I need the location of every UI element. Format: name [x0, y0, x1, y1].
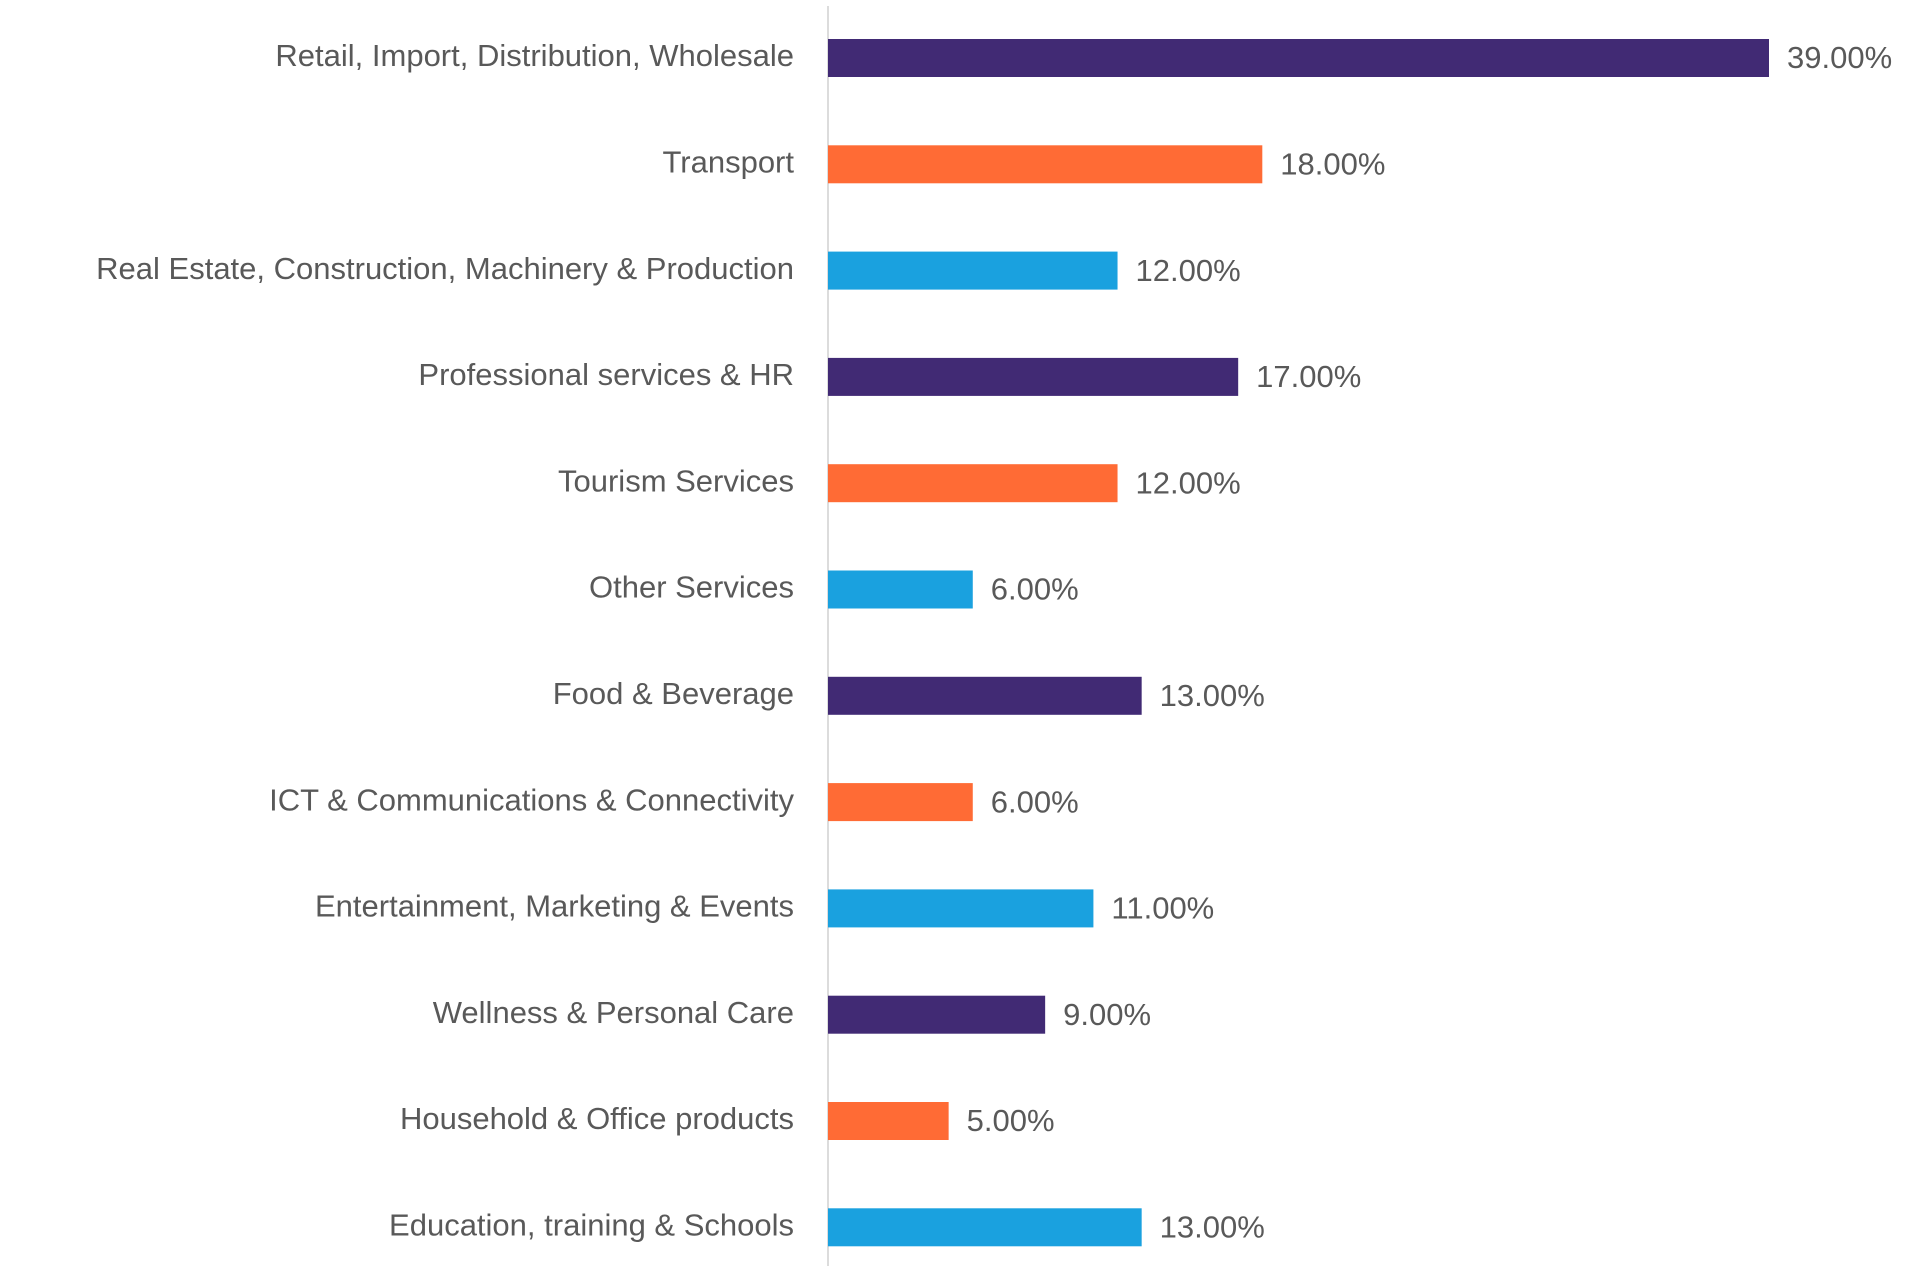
bar [828, 357, 1239, 396]
bar [828, 1208, 1142, 1247]
category-label: Household & Office products [400, 1101, 794, 1136]
value-label: 9.00% [1063, 997, 1151, 1032]
value-label: 13.00% [1160, 678, 1265, 713]
category-label: Wellness & Personal Care [433, 995, 794, 1030]
value-label: 11.00% [1111, 891, 1214, 926]
value-label: 18.00% [1280, 146, 1385, 181]
bar [828, 676, 1142, 715]
value-label: 17.00% [1256, 359, 1361, 394]
value-label: 6.00% [991, 784, 1079, 819]
category-label: Transport [662, 144, 794, 179]
value-label: 39.00% [1787, 40, 1892, 75]
bar [828, 1102, 949, 1140]
bar [828, 464, 1118, 503]
bar [828, 251, 1118, 290]
bar [828, 995, 1046, 1034]
category-label: Tourism Services [558, 463, 794, 498]
category-label: Professional services & HR [418, 357, 794, 392]
bar [828, 570, 973, 609]
category-label: ICT & Communications & Connectivity [269, 782, 794, 817]
value-label: 6.00% [991, 572, 1079, 607]
category-label: Retail, Import, Distribution, Wholesale [275, 38, 794, 73]
value-label: 13.00% [1160, 1209, 1265, 1244]
bar [828, 145, 1263, 184]
bar [828, 889, 1094, 928]
category-label: Entertainment, Marketing & Events [315, 889, 794, 924]
category-label: Real Estate, Construction, Machinery & P… [96, 251, 794, 286]
bar [828, 39, 1769, 77]
category-label: Food & Beverage [553, 676, 794, 711]
category-label: Other Services [589, 570, 794, 605]
bar [828, 783, 973, 822]
value-label: 5.00% [967, 1103, 1055, 1138]
value-label: 12.00% [1136, 253, 1241, 288]
value-label: 12.00% [1136, 465, 1241, 500]
category-label: Education, training & Schools [389, 1207, 794, 1242]
